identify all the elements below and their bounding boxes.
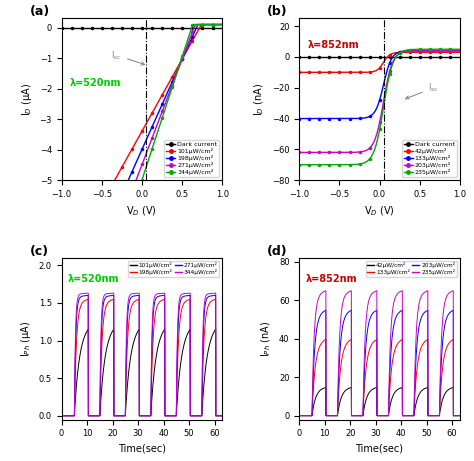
Legend: Dark current, 42μW/cm², 133μW/cm², 203μW/cm², 235μW/cm²: Dark current, 42μW/cm², 133μW/cm², 203μW…: [401, 140, 456, 177]
Legend: 42μW/cm², 133μW/cm², 203μW/cm², 235μW/cm²: 42μW/cm², 133μW/cm², 203μW/cm², 235μW/cm…: [365, 261, 457, 277]
Text: λ=852nm: λ=852nm: [307, 40, 359, 49]
Text: (a): (a): [29, 5, 50, 18]
X-axis label: Time(sec): Time(sec): [356, 444, 403, 454]
X-axis label: V$_D$ (V): V$_D$ (V): [127, 204, 157, 218]
Text: λ=852nm: λ=852nm: [306, 274, 357, 284]
Y-axis label: I$_{Ph}$ (nA): I$_{Ph}$ (nA): [260, 320, 273, 357]
Text: (c): (c): [29, 244, 49, 258]
X-axis label: Time(sec): Time(sec): [118, 444, 166, 454]
Legend: Dark current, 101μW/cm², 198μW/cm², 271μW/cm², 344μW/cm²: Dark current, 101μW/cm², 198μW/cm², 271μ…: [164, 140, 219, 177]
Text: λ=520nm: λ=520nm: [68, 274, 119, 284]
Legend: 101μW/cm², 198μW/cm², 271μW/cm², 344μW/cm²: 101μW/cm², 198μW/cm², 271μW/cm², 344μW/c…: [128, 261, 219, 277]
Text: (d): (d): [267, 244, 288, 258]
Text: λ=520nm: λ=520nm: [70, 78, 121, 89]
X-axis label: V$_D$ (V): V$_D$ (V): [364, 204, 395, 218]
Y-axis label: I$_D$ (μA): I$_D$ (μA): [20, 83, 34, 116]
Text: (b): (b): [267, 5, 288, 18]
Text: I$_{sc}$: I$_{sc}$: [111, 49, 145, 65]
Text: I$_{sc}$: I$_{sc}$: [406, 82, 438, 99]
Y-axis label: I$_D$ (nA): I$_D$ (nA): [253, 83, 266, 116]
Y-axis label: I$_{Ph}$ (μA): I$_{Ph}$ (μA): [19, 320, 33, 357]
